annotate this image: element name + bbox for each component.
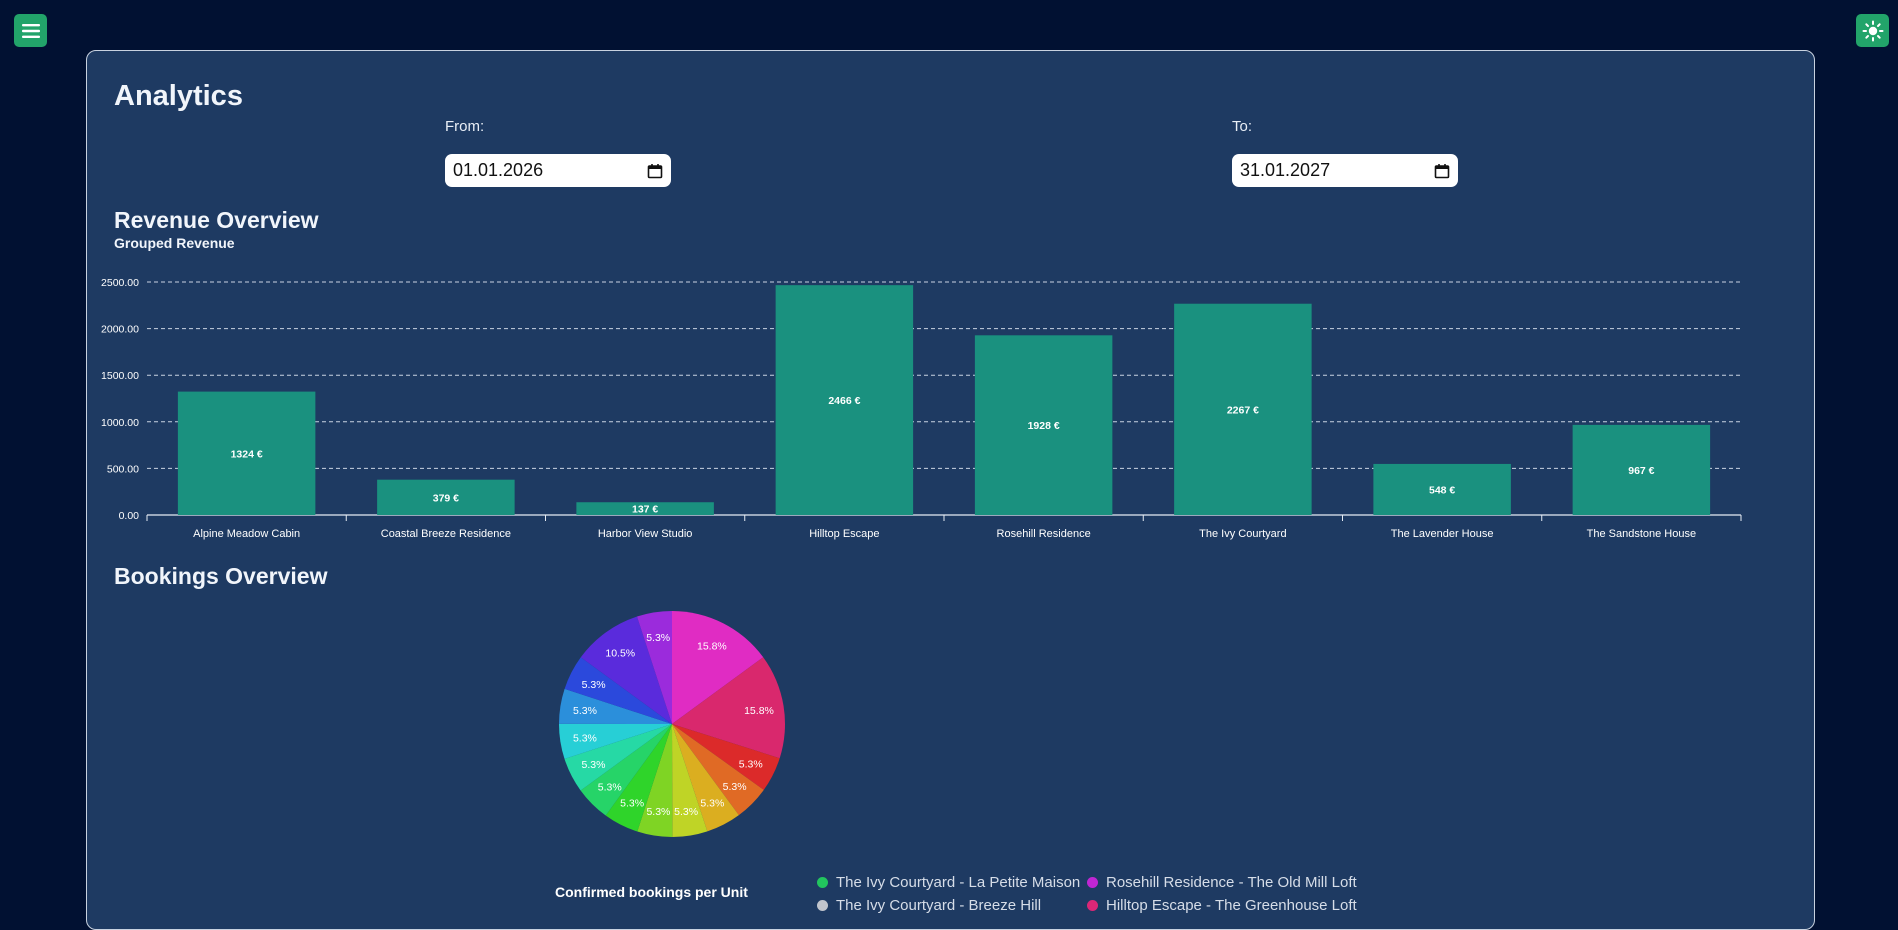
pie-slice xyxy=(636,611,672,724)
revenue-heading: Revenue Overview xyxy=(114,207,319,233)
legend-item[interactable]: Rosehill Residence - The Old Mill Loft xyxy=(1087,874,1357,891)
pie-slice xyxy=(637,724,673,837)
y-tick-label: 2000.00 xyxy=(101,324,139,336)
pie-slice xyxy=(672,724,708,837)
page-title: Analytics xyxy=(114,80,243,112)
pie-slice xyxy=(559,723,672,759)
theme-toggle-button[interactable] xyxy=(1856,14,1889,47)
menu-button[interactable] xyxy=(14,14,47,47)
from-date-input[interactable]: 01.01.2026 xyxy=(445,154,671,187)
bar xyxy=(576,502,714,515)
pie-slice-label: 5.3% xyxy=(620,798,644,810)
from-label: From: xyxy=(445,118,485,135)
x-tick-label: The Sandstone House xyxy=(1587,528,1696,540)
bar-data-label: 2466 € xyxy=(828,395,860,407)
calendar-icon[interactable] xyxy=(1434,163,1450,179)
from-date-value: 01.01.2026 xyxy=(453,160,544,180)
to-date-value: 31.01.2027 xyxy=(1240,160,1331,180)
legend-dot xyxy=(1087,877,1098,888)
sun-icon xyxy=(1862,20,1883,41)
legend-item[interactable]: The Ivy Courtyard - Breeze Hill xyxy=(817,897,1041,914)
revenue-subheading: Grouped Revenue xyxy=(114,235,235,251)
pie-slice xyxy=(580,724,672,816)
legend-label: Rosehill Residence - The Old Mill Loft xyxy=(1106,874,1357,891)
pie-slice-label: 5.3% xyxy=(573,733,597,745)
y-tick-label: 0.00 xyxy=(119,510,140,522)
bar-data-label: 2267 € xyxy=(1227,404,1259,416)
bookings-pie-chart: 15.8%15.8%5.3%5.3%5.3%5.3%5.3%5.3%5.3%5.… xyxy=(559,611,785,837)
legend-dot xyxy=(1087,900,1098,911)
x-tick-label: Harbor View Studio xyxy=(598,528,693,540)
pie-slice xyxy=(672,724,739,832)
y-tick-label: 500.00 xyxy=(107,463,139,475)
bar xyxy=(1572,424,1711,515)
x-tick-label: Coastal Breeze Residence xyxy=(381,528,511,540)
pie-slice xyxy=(672,657,785,759)
pie-slice-label: 5.3% xyxy=(582,679,606,691)
legend-item[interactable]: The Ivy Courtyard - La Petite Maison xyxy=(817,874,1080,891)
legend-label: The Ivy Courtyard - La Petite Maison xyxy=(836,874,1081,891)
x-tick-label: Rosehill Residence xyxy=(997,528,1091,540)
bar-data-label: 967 € xyxy=(1628,465,1654,477)
pie-slice-label: 5.3% xyxy=(646,806,670,818)
pie-slice xyxy=(605,724,672,832)
pie-slice xyxy=(564,657,672,724)
x-tick-label: Hilltop Escape xyxy=(809,528,879,540)
pie-slice-label: 5.3% xyxy=(700,797,724,809)
x-tick-label: The Ivy Courtyard xyxy=(1199,528,1286,540)
x-tick-label: Alpine Meadow Cabin xyxy=(193,528,300,540)
y-tick-label: 1000.00 xyxy=(101,417,139,429)
legend-item[interactable]: Hilltop Escape - The Greenhouse Loft xyxy=(1087,897,1357,914)
pie-slice-label: 5.3% xyxy=(598,781,622,793)
pie-slice xyxy=(580,616,672,724)
to-date-input[interactable]: 31.01.2027 xyxy=(1232,154,1458,187)
pie-slice xyxy=(672,611,764,724)
revenue-bar-chart: 0.00 500.00 1000.00 1500.00 2000.00 2500.00 13… xyxy=(101,277,1742,540)
hamburger-icon xyxy=(21,23,40,38)
y-tick-label: 2500.00 xyxy=(101,277,139,289)
legend-dot xyxy=(817,877,828,888)
bar-data-label: 379 € xyxy=(433,492,459,504)
legend-label: The Ivy Courtyard - Breeze Hill xyxy=(836,897,1042,914)
pie-slice-label: 10.5% xyxy=(605,648,635,660)
pie-slice xyxy=(672,724,780,790)
pie-slice-label: 5.3% xyxy=(674,806,698,818)
to-label: To: xyxy=(1232,118,1253,135)
pie-slice-label: 5.3% xyxy=(723,781,747,793)
bar-data-label: 548 € xyxy=(1429,484,1455,496)
bar-data-label: 1928 € xyxy=(1028,420,1060,432)
calendar-icon[interactable] xyxy=(647,163,663,179)
y-tick-label: 1500.00 xyxy=(101,370,139,382)
pie-slice xyxy=(559,688,672,724)
pie-slice-label: 5.3% xyxy=(646,632,670,644)
pie-slice-label: 5.3% xyxy=(739,759,763,771)
bar xyxy=(974,335,1113,515)
x-tick-label: The Lavender House xyxy=(1391,528,1494,540)
bar xyxy=(1174,303,1312,515)
pie-chart-title: Confirmed bookings per Unit xyxy=(555,884,748,900)
bar-data-label: 1324 € xyxy=(231,448,263,460)
bar xyxy=(1373,463,1511,515)
pie-slice-label: 5.3% xyxy=(581,759,605,771)
pie-slice-label: 15.8% xyxy=(697,640,727,652)
pie-slice-label: 5.3% xyxy=(573,705,597,717)
bar xyxy=(775,285,914,515)
pie-slice-label: 15.8% xyxy=(744,705,774,717)
legend-dot xyxy=(817,900,828,911)
bar-data-label: 137 € xyxy=(632,504,658,516)
pie-slice xyxy=(672,724,764,816)
bar xyxy=(377,479,515,515)
pie-slice xyxy=(564,724,672,791)
bookings-heading: Bookings Overview xyxy=(114,563,328,589)
bar xyxy=(177,391,316,515)
legend-label: Hilltop Escape - The Greenhouse Loft xyxy=(1106,897,1357,914)
